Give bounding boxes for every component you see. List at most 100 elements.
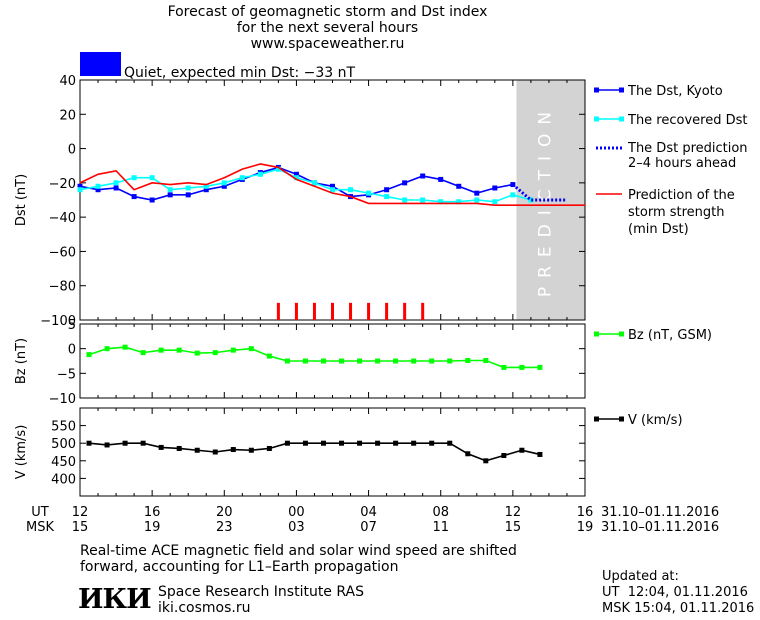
data-point <box>212 449 218 455</box>
x-tick-label-msk: 15 <box>72 520 89 535</box>
data-point <box>384 194 390 200</box>
data-point <box>113 180 119 186</box>
data-point <box>302 440 308 446</box>
data-point <box>447 440 453 446</box>
legend-storm-label-3: (min Dst) <box>628 222 689 237</box>
data-point <box>113 185 119 191</box>
data-point <box>411 358 417 364</box>
x-tick-label-ut: 16 <box>577 505 594 520</box>
dst-ytick-label: −60 <box>49 245 76 260</box>
prediction-zone <box>516 80 585 320</box>
data-point <box>95 187 101 193</box>
series-line <box>88 346 540 369</box>
data-point <box>158 347 164 353</box>
legend-bz-label: Bz (nT, GSM) <box>628 328 712 343</box>
data-point <box>104 442 110 448</box>
series-line <box>511 183 567 202</box>
data-point <box>212 350 218 356</box>
data-point <box>320 440 326 446</box>
series-line <box>88 442 541 462</box>
dst-ytick-label: 20 <box>59 108 76 123</box>
data-point <box>248 346 254 352</box>
data-point <box>275 166 281 172</box>
data-point <box>519 447 525 453</box>
data-point <box>239 175 245 181</box>
dst-frame <box>79 79 586 321</box>
x-tick-label-ut: 04 <box>360 505 377 520</box>
data-point <box>438 176 444 182</box>
footer-note-1: Real-time ACE magnetic field and solar w… <box>80 543 517 559</box>
data-point <box>77 183 83 189</box>
v-panel: 550 500 450 400 V (km/s) <box>14 407 586 497</box>
date-range-ut: 31.10–01.11.2016 <box>601 505 719 520</box>
x-tick-label-msk: 15 <box>505 520 522 535</box>
x-tick-label-msk: 19 <box>144 520 161 535</box>
dst-ylabel: Dst (nT) <box>14 174 29 226</box>
data-point <box>203 183 209 189</box>
data-point <box>158 444 164 450</box>
prediction-label: PREDICTION <box>536 103 556 297</box>
data-point <box>140 440 146 446</box>
ut-label: UT <box>31 505 49 520</box>
legend-v-swatch-marker <box>594 416 599 422</box>
bz-panel: 5 0 −5 −10 Bz (nT) <box>14 318 586 407</box>
data-point <box>375 358 381 364</box>
x-tick-label-msk: 03 <box>288 520 305 535</box>
dst-ytick-label: −20 <box>49 177 76 192</box>
data-point <box>393 440 399 446</box>
data-point <box>420 197 426 203</box>
data-point <box>266 353 272 359</box>
bz-ytick-label: 0 <box>68 343 76 358</box>
data-point <box>537 364 543 370</box>
series-line <box>79 168 532 203</box>
data-point <box>510 192 516 198</box>
msk-label: MSK <box>26 520 54 535</box>
data-point <box>456 183 462 189</box>
status-text: Quiet, expected min Dst: −33 nT <box>124 65 356 81</box>
series-line <box>79 163 585 206</box>
data-point <box>320 358 326 364</box>
legend-v-swatch-marker <box>619 416 624 422</box>
data-point <box>86 440 92 446</box>
dst-ytick-label: −40 <box>49 211 76 226</box>
legend-v-label: V (km/s) <box>628 413 683 428</box>
updated-label: Updated at: <box>602 569 679 584</box>
data-point <box>104 346 110 352</box>
data-point <box>447 358 453 364</box>
dst-ytick-label: 40 <box>59 74 76 89</box>
data-point <box>140 350 146 356</box>
institute-site: iki.cosmos.ru <box>158 600 251 616</box>
data-point <box>230 347 236 353</box>
legend-prediction-label: The Dst prediction <box>627 141 748 156</box>
data-point <box>339 440 345 446</box>
data-point <box>185 185 191 191</box>
data-point <box>366 190 372 196</box>
dst-ytick-label: −100 <box>40 314 76 329</box>
data-point <box>330 183 335 189</box>
bz-ytick-label: −5 <box>57 367 76 382</box>
data-point <box>384 187 390 193</box>
data-point <box>149 197 155 203</box>
legend-kyoto-swatch-marker <box>594 87 599 93</box>
legend-recovered-label: The recovered Dst <box>627 113 747 128</box>
data-point <box>330 187 335 193</box>
data-point <box>528 197 534 203</box>
updated-msk: MSK 15:04, 01.11.2016 <box>602 601 755 616</box>
bz-ytick-label: 5 <box>68 318 76 333</box>
legend-bz-swatch-marker <box>594 331 599 337</box>
data-point <box>402 197 408 203</box>
v-ylabel: V (km/s) <box>14 425 29 480</box>
updated-ut: UT 12:04, 01.11.2016 <box>602 585 748 600</box>
v-ytick-label: 550 <box>51 420 76 435</box>
v-frame <box>79 407 586 497</box>
x-tick-label-ut: 12 <box>72 505 89 520</box>
data-point <box>122 440 128 446</box>
bz-ylabel: Bz (nT) <box>14 338 29 384</box>
chart-title: Forecast of geomagnetic storm and Dst in… <box>0 4 655 52</box>
x-tick-label-ut: 08 <box>432 505 449 520</box>
data-point <box>402 180 408 186</box>
data-point <box>167 192 173 198</box>
data-point <box>492 185 498 191</box>
data-point <box>492 199 498 205</box>
